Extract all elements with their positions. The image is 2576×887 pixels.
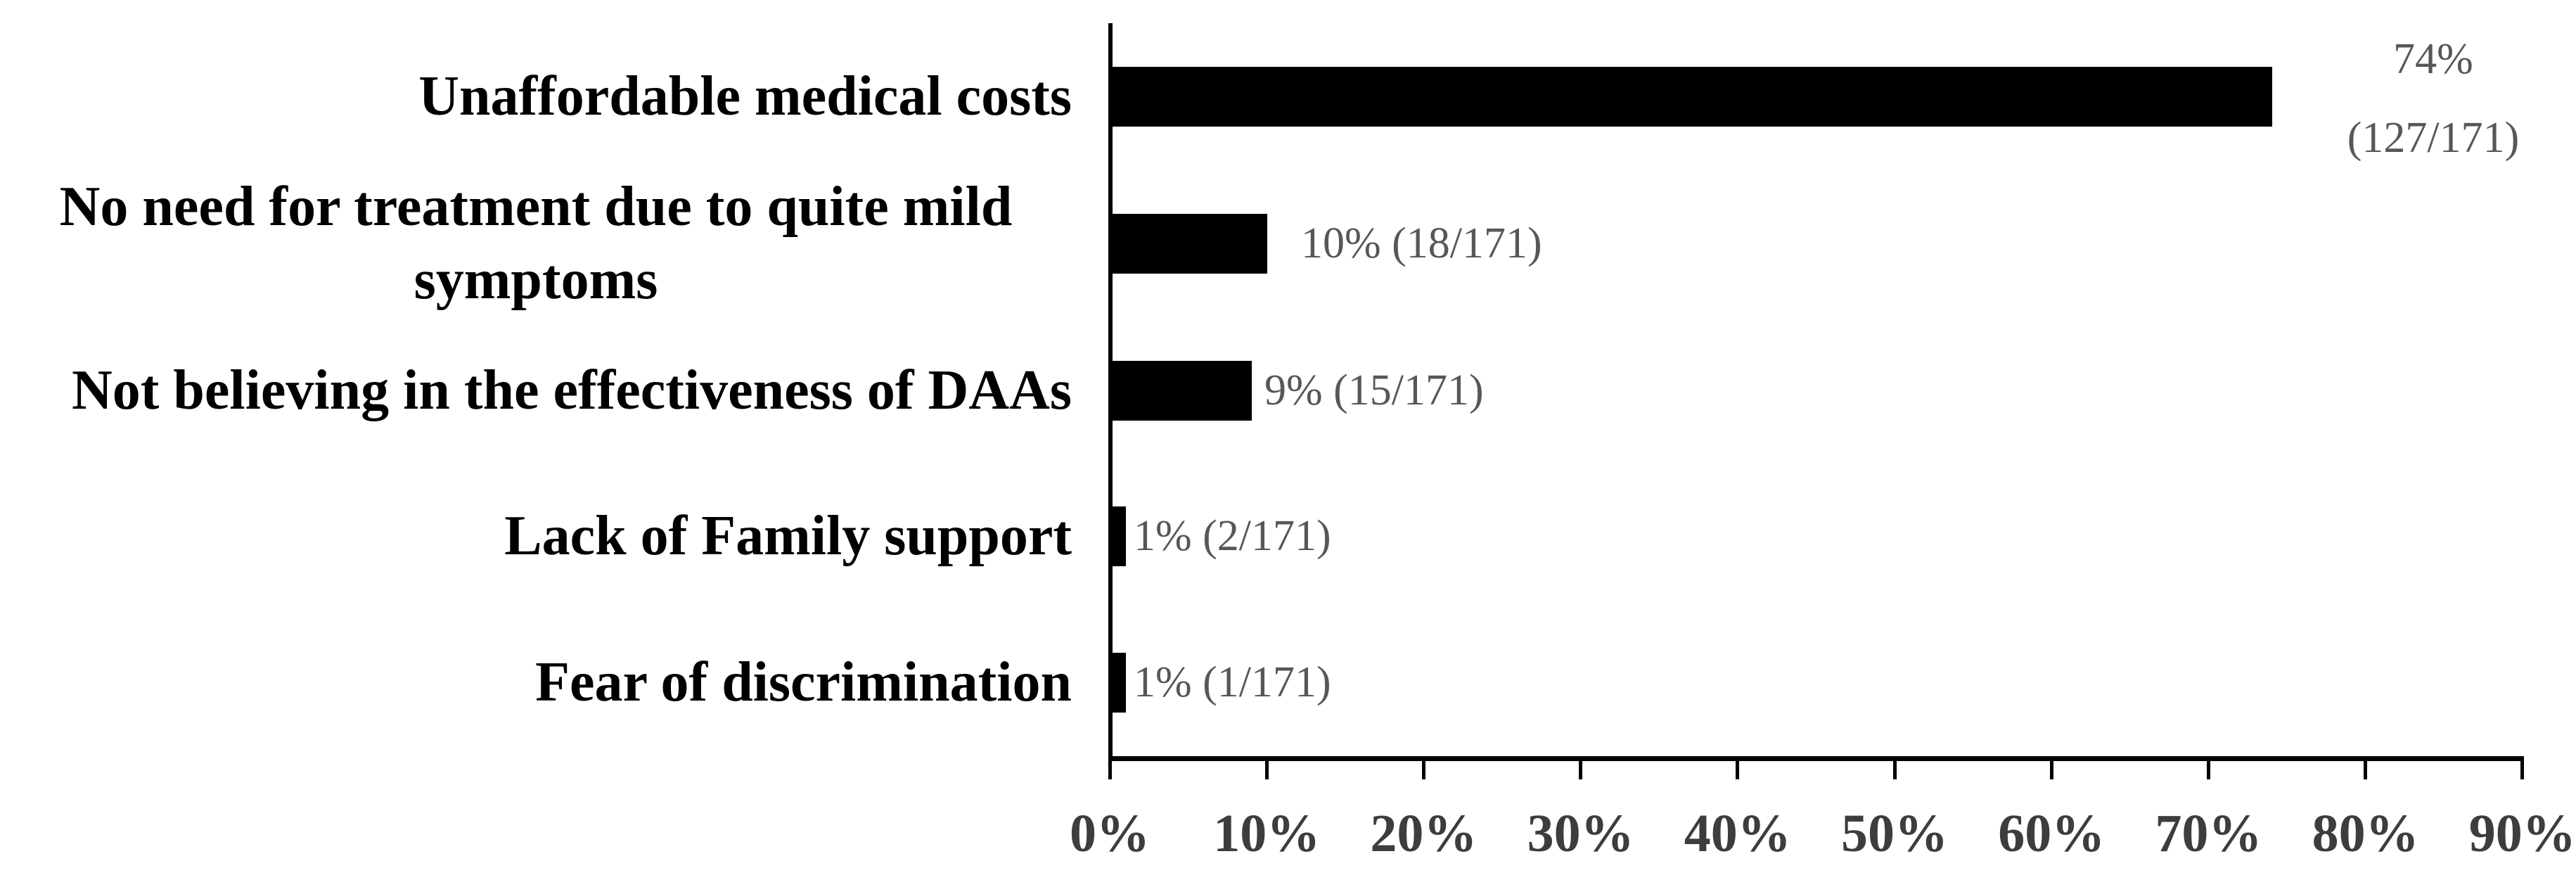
value-label-line: 10% (18/171) [1301,219,1542,267]
x-axis-tick [2049,761,2053,779]
x-axis-tick [1421,761,1425,779]
value-label-line: (127/171) [2347,114,2520,162]
x-axis-tick-label: 70% [2155,804,2262,863]
x-axis-tick-label: 30% [1527,804,1634,863]
bar [1110,506,1126,566]
value-label: 9% (15/171) [1264,355,1484,426]
category-label-line: Lack of Family support [504,505,1072,567]
x-axis-tick [2520,761,2525,779]
x-axis-tick-label: 90% [2468,804,2576,863]
category-label-line: symptoms [414,249,658,311]
category-label: Not believing in the effectiveness of DA… [0,354,1072,427]
bar [1110,652,1126,713]
x-axis-tick [1264,761,1269,779]
value-label: 1% (1/171) [1134,647,1331,717]
x-axis-tick-label: 0% [1070,804,1150,863]
category-label: Unaffordable medical costs [0,60,1072,133]
bar [1110,360,1252,421]
x-axis-tick [1892,761,1897,779]
category-label: No need for treatment due to quite mild s… [0,170,1072,317]
x-axis-tick-label: 60% [1998,804,2106,863]
x-axis-tick-label: 40% [1684,804,1791,863]
value-label: 10% (18/171) [1301,208,1542,279]
x-axis-tick [2206,761,2210,779]
x-axis-tick [1108,761,1112,779]
value-label-line: 9% (15/171) [1264,366,1484,414]
bar [1110,213,1267,274]
x-axis-tick [1579,761,1583,779]
value-label: 1% (2/171) [1134,501,1331,571]
x-axis-line [1108,756,2524,761]
value-label-line: 74% [2393,35,2473,83]
bar [1110,66,2272,127]
category-label: Lack of Family support [0,499,1072,573]
x-axis-tick-label: 50% [1841,804,1948,863]
x-axis-tick-label: 20% [1370,804,1478,863]
category-label: Fear of discrimination [0,646,1072,719]
value-label-line: 1% (1/171) [1134,658,1331,706]
x-axis-tick [2364,761,2368,779]
value-label-line: 1% (2/171) [1134,512,1331,560]
value-label: 74% (127/171) [2282,20,2576,177]
category-label-line: No need for treatment due to quite mild [59,176,1013,238]
category-label-line: Unaffordable medical costs [418,65,1072,127]
x-axis-tick-label: 80% [2312,804,2419,863]
category-label-line: Not believing in the effectiveness of DA… [72,359,1072,421]
x-axis-tick-label: 10% [1213,804,1321,863]
x-axis-tick [1736,761,1740,779]
category-label-line: Fear of discrimination [535,651,1072,713]
